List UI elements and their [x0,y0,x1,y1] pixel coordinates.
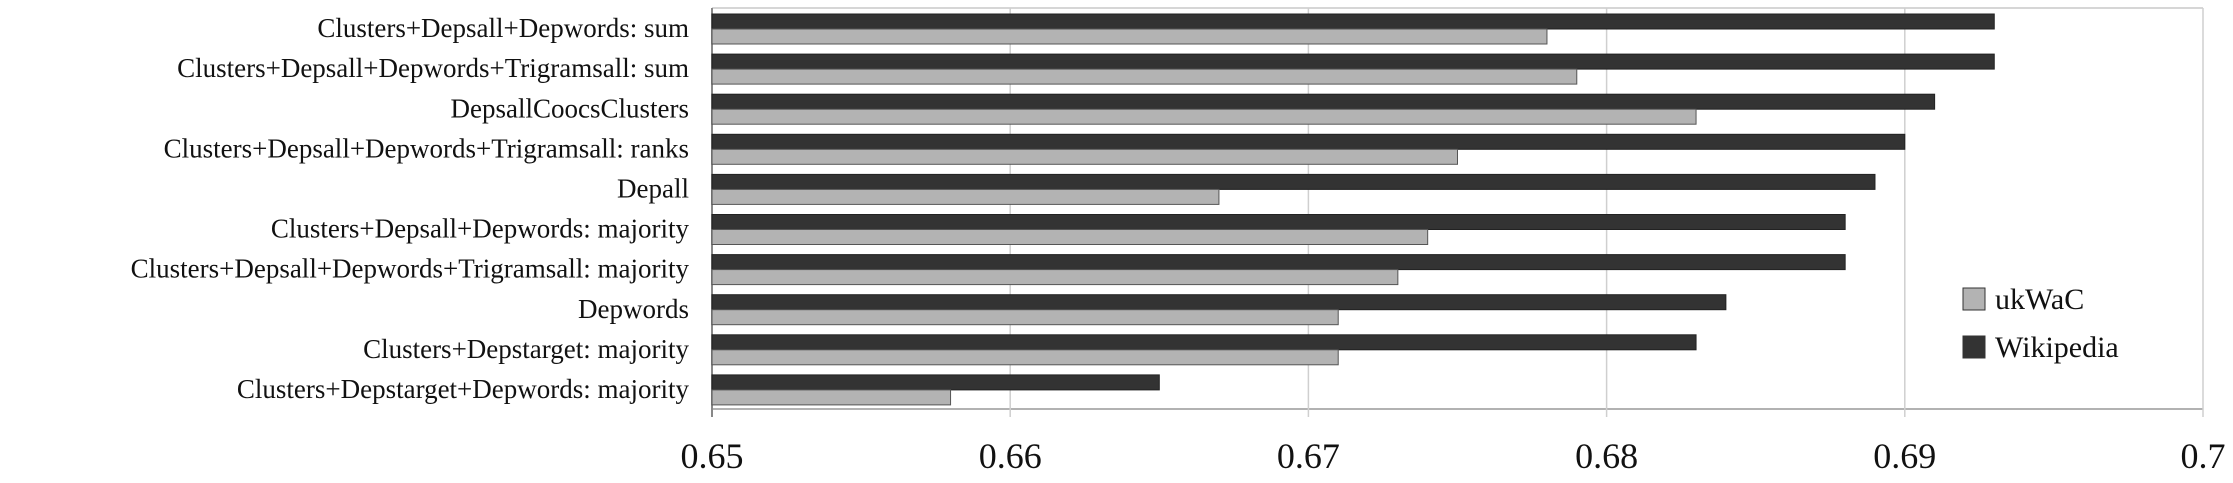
category-label: Clusters+Depsall+Depwords+Trigramsall: r… [164,133,689,163]
x-axis: 0.65 0.66 0.67 0.68 0.69 0.7 [681,436,2226,476]
category-label: Clusters+Depsall+Depwords: sum [317,13,689,43]
category-label: Clusters+Depsall+Depwords: majority [271,214,690,244]
bar-wikipedia: 0.688 [711,214,1846,230]
bar-wikipedia: 0.691 [711,93,1936,110]
bar-ukwac: 0.671 [711,349,1339,366]
bar-ukwac: 0.671 [711,309,1339,326]
bar-ukwac: 0.673 [711,269,1399,286]
bar-wikipedia: 0.689 [711,173,1876,190]
x-tick-label: 0.68 [1575,436,1638,476]
bar-ukwac: 0.658 [711,389,952,406]
legend-swatch-ukwac [1962,287,1986,311]
x-tick-label: 0.67 [1277,436,1340,476]
category-label: DepsallCoocsClusters [451,93,689,123]
bar-wikipedia: 0.684 [711,294,1727,311]
category-label: Clusters+Depstarget+Depwords: majority [237,374,690,404]
category-label: Clusters+Depsall+Depwords+Trigramsall: s… [177,53,689,83]
category-label: Depwords [578,294,689,324]
bar-ukwac: 0.678 [711,28,1548,45]
x-tick-label: 0.69 [1873,436,1936,476]
category-label: Clusters+Depsall+Depwords+Trigramsall: m… [131,254,690,284]
bar-ukwac: 0.667 [711,188,1220,205]
category-labels: Clusters+Depsall+Depwords: sum Clusters+D… [131,13,690,404]
category-label: Depall [617,173,689,203]
x-tick-label: 0.65 [681,436,744,476]
bar-ukwac: 0.683 [711,108,1697,125]
x-tick-label: 0.7 [2181,436,2226,476]
bars: 0.6930.6780.6930.6790.6910.6830.690.6750… [711,13,1995,406]
bar-wikipedia: 0.693 [711,13,1995,30]
legend-label-wikipedia: Wikipedia [1995,331,2119,364]
bar-wikipedia: 0.688 [711,254,1846,271]
x-tick-label: 0.66 [979,436,1042,476]
bar-ukwac: 0.679 [711,68,1578,85]
bar-wikipedia: 0.693 [711,53,1995,70]
bar-ukwac: 0.675 [711,148,1458,165]
legend-swatch-wikipedia [1962,335,1986,359]
bar-ukwac: 0.674 [711,229,1429,245]
bar-wikipedia: 0.665 [711,374,1160,391]
legend: ukWaC Wikipedia [1962,283,2119,364]
bar-wikipedia: 0.683 [711,334,1697,351]
legend-label-ukwac: ukWaC [1995,283,2084,316]
category-label: Clusters+Depstarget: majority [363,334,689,364]
bar-wikipedia: 0.69 [711,133,1906,150]
